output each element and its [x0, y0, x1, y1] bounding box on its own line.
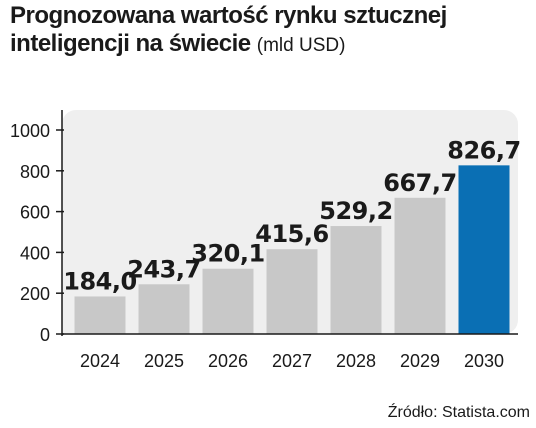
bar-value-label: 320,1	[191, 240, 264, 268]
bar-value-label: 184,0	[63, 267, 136, 295]
y-tick-label: 400	[20, 243, 50, 263]
x-tick-label: 2028	[336, 351, 376, 371]
bar-value-label: 529,2	[319, 197, 392, 225]
bar	[74, 296, 126, 334]
title-line-2: inteligencji na świecie	[10, 30, 251, 57]
bar-value-label: 667,7	[383, 169, 456, 197]
source-note: Źródło: Statista.com	[387, 404, 530, 421]
bar	[330, 226, 382, 334]
chart-title: Prognozowana wartość rynku sztucznej int…	[10, 2, 530, 60]
x-tick-label: 2025	[144, 351, 184, 371]
y-tick-label: 1000	[10, 121, 50, 141]
plot-background-corner	[62, 320, 76, 334]
x-tick-label: 2029	[400, 351, 440, 371]
bar	[202, 268, 254, 334]
x-tick-label: 2030	[464, 351, 504, 371]
y-tick-label: 800	[20, 162, 50, 182]
bar-value-label: 415,6	[255, 220, 328, 248]
bar	[394, 197, 446, 334]
bar-value-label: 826,7	[447, 136, 520, 164]
y-tick-label: 0	[40, 325, 50, 345]
x-tick-label: 2024	[80, 351, 120, 371]
y-tick-label: 200	[20, 284, 50, 304]
bar	[138, 284, 190, 334]
y-tick-label: 600	[20, 203, 50, 223]
bar	[266, 249, 318, 334]
bar-value-label: 243,7	[127, 255, 200, 283]
x-tick-label: 2027	[272, 351, 312, 371]
x-tick-label: 2026	[208, 351, 248, 371]
bar	[458, 165, 510, 334]
unit-label: (mld USD)	[256, 35, 346, 56]
title-line-1: Prognozowana wartość rynku sztucznej	[10, 2, 447, 29]
